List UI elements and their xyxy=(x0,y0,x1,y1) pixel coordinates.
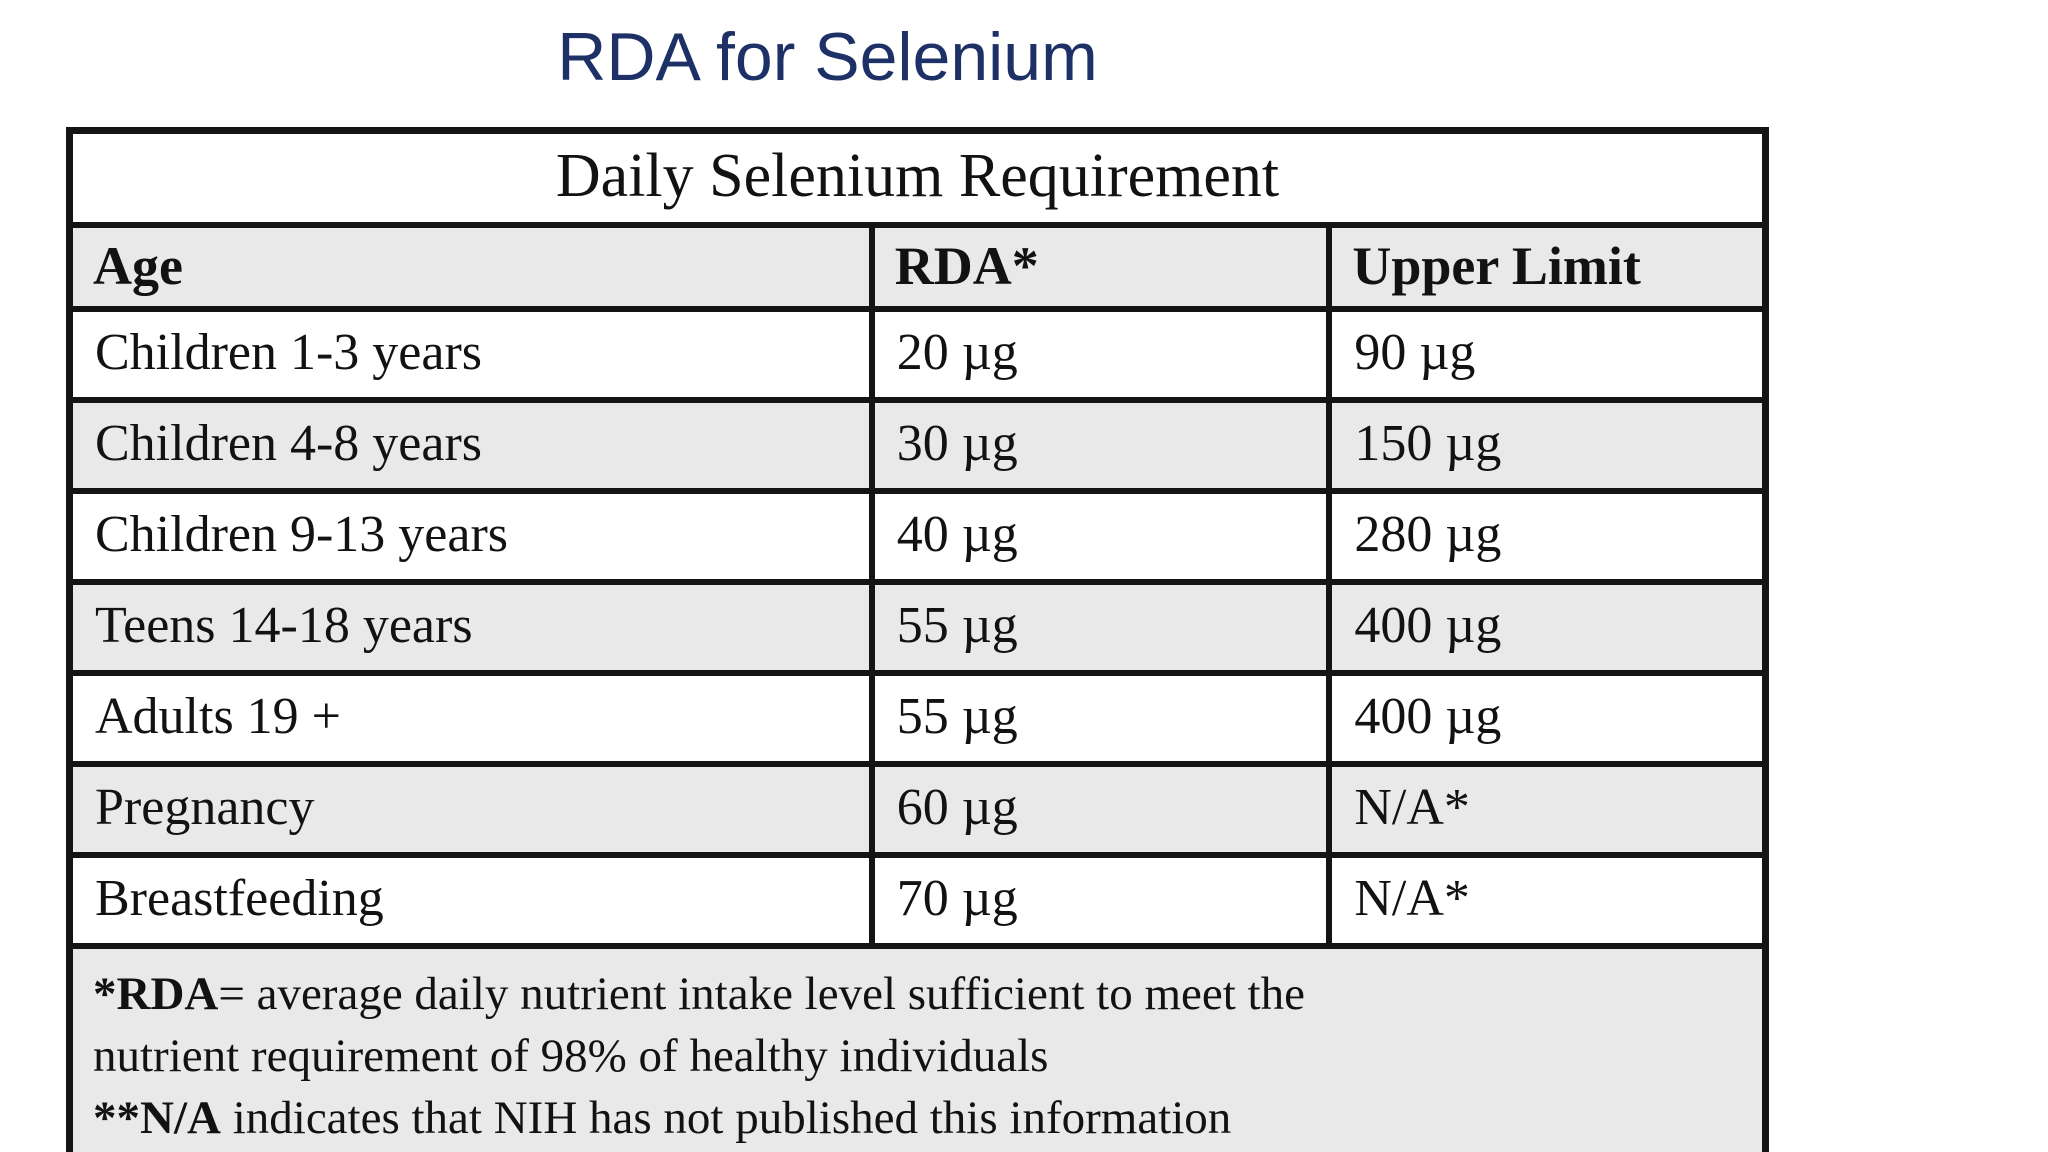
cell-age: Children 1-3 years xyxy=(70,309,872,400)
cell-upper-limit: N/A* xyxy=(1329,764,1765,855)
cell-rda: 55 µg xyxy=(871,582,1330,673)
table-title-row: Daily Selenium Requirement xyxy=(70,131,1765,225)
table-row-children-1-3: Children 1-3 years 20 µg 90 µg xyxy=(70,309,1765,400)
table-row-children-9-13: Children 9-13 years 40 µg 280 µg xyxy=(70,491,1765,582)
cell-upper-limit: 280 µg xyxy=(1329,491,1765,582)
table-row-breastfeeding: Breastfeeding 70 µg N/A* xyxy=(70,855,1765,946)
footnote-text-rda-line1: = average daily nutrient intake level su… xyxy=(218,968,1305,1020)
footnote-text-rda-line2: nutrient requirement of 98% of healthy i… xyxy=(93,1030,1049,1083)
cell-rda: 55 µg xyxy=(871,673,1330,764)
column-header-age: Age xyxy=(70,225,872,309)
table-row-pregnancy: Pregnancy 60 µg N/A* xyxy=(70,764,1765,855)
footnote-na-line: **N/A indicates that NIH has not publish… xyxy=(93,1087,1746,1149)
selenium-table: Daily Selenium Requirement Age RDA* Uppe… xyxy=(66,127,1769,1152)
cell-rda: 40 µg xyxy=(871,491,1330,582)
cell-age: Breastfeeding xyxy=(70,855,872,946)
cell-rda: 70 µg xyxy=(871,855,1330,946)
cell-upper-limit: 90 µg xyxy=(1329,309,1765,400)
footnote-marker-na: **N/A xyxy=(93,1092,221,1145)
table-row-adults-19: Adults 19 + 55 µg 400 µg xyxy=(70,673,1765,764)
footnote-marker-rda: *RDA xyxy=(93,968,219,1020)
footnote-text-na: indicates that NIH has not published thi… xyxy=(220,1092,1232,1145)
footnote-rda-line1: *RDA= average daily nutrient intake leve… xyxy=(93,963,1746,1025)
cell-rda: 30 µg xyxy=(871,400,1330,491)
cell-upper-limit: 400 µg xyxy=(1329,673,1765,764)
table-row-children-4-8: Children 4-8 years 30 µg 150 µg xyxy=(70,400,1765,491)
column-header-upper-limit: Upper Limit xyxy=(1329,225,1765,309)
cell-upper-limit: N/A* xyxy=(1329,855,1765,946)
cell-age: Children 9-13 years xyxy=(70,491,872,582)
daily-selenium-table: Daily Selenium Requirement Age RDA* Uppe… xyxy=(70,131,1765,1152)
cell-age: Children 4-8 years xyxy=(70,400,872,491)
table-footnotes: *RDA= average daily nutrient intake leve… xyxy=(70,946,1765,1152)
cell-age: Teens 14-18 years xyxy=(70,582,872,673)
column-header-rda: RDA* xyxy=(871,225,1330,309)
table-footnote-row: *RDA= average daily nutrient intake leve… xyxy=(70,946,1765,1152)
cell-age: Adults 19 + xyxy=(70,673,872,764)
cell-upper-limit: 400 µg xyxy=(1329,582,1765,673)
cell-upper-limit: 150 µg xyxy=(1329,400,1765,491)
page-title: RDA for Selenium xyxy=(557,19,1098,95)
table-header-row: Age RDA* Upper Limit xyxy=(70,225,1765,309)
cell-rda: 20 µg xyxy=(871,309,1330,400)
cell-rda: 60 µg xyxy=(871,764,1330,855)
footnote-rda-line2: nutrient requirement of 98% of healthy i… xyxy=(93,1025,1746,1087)
table-row-teens-14-18: Teens 14-18 years 55 µg 400 µg xyxy=(70,582,1765,673)
table-title: Daily Selenium Requirement xyxy=(70,131,1765,225)
cell-age: Pregnancy xyxy=(70,764,872,855)
